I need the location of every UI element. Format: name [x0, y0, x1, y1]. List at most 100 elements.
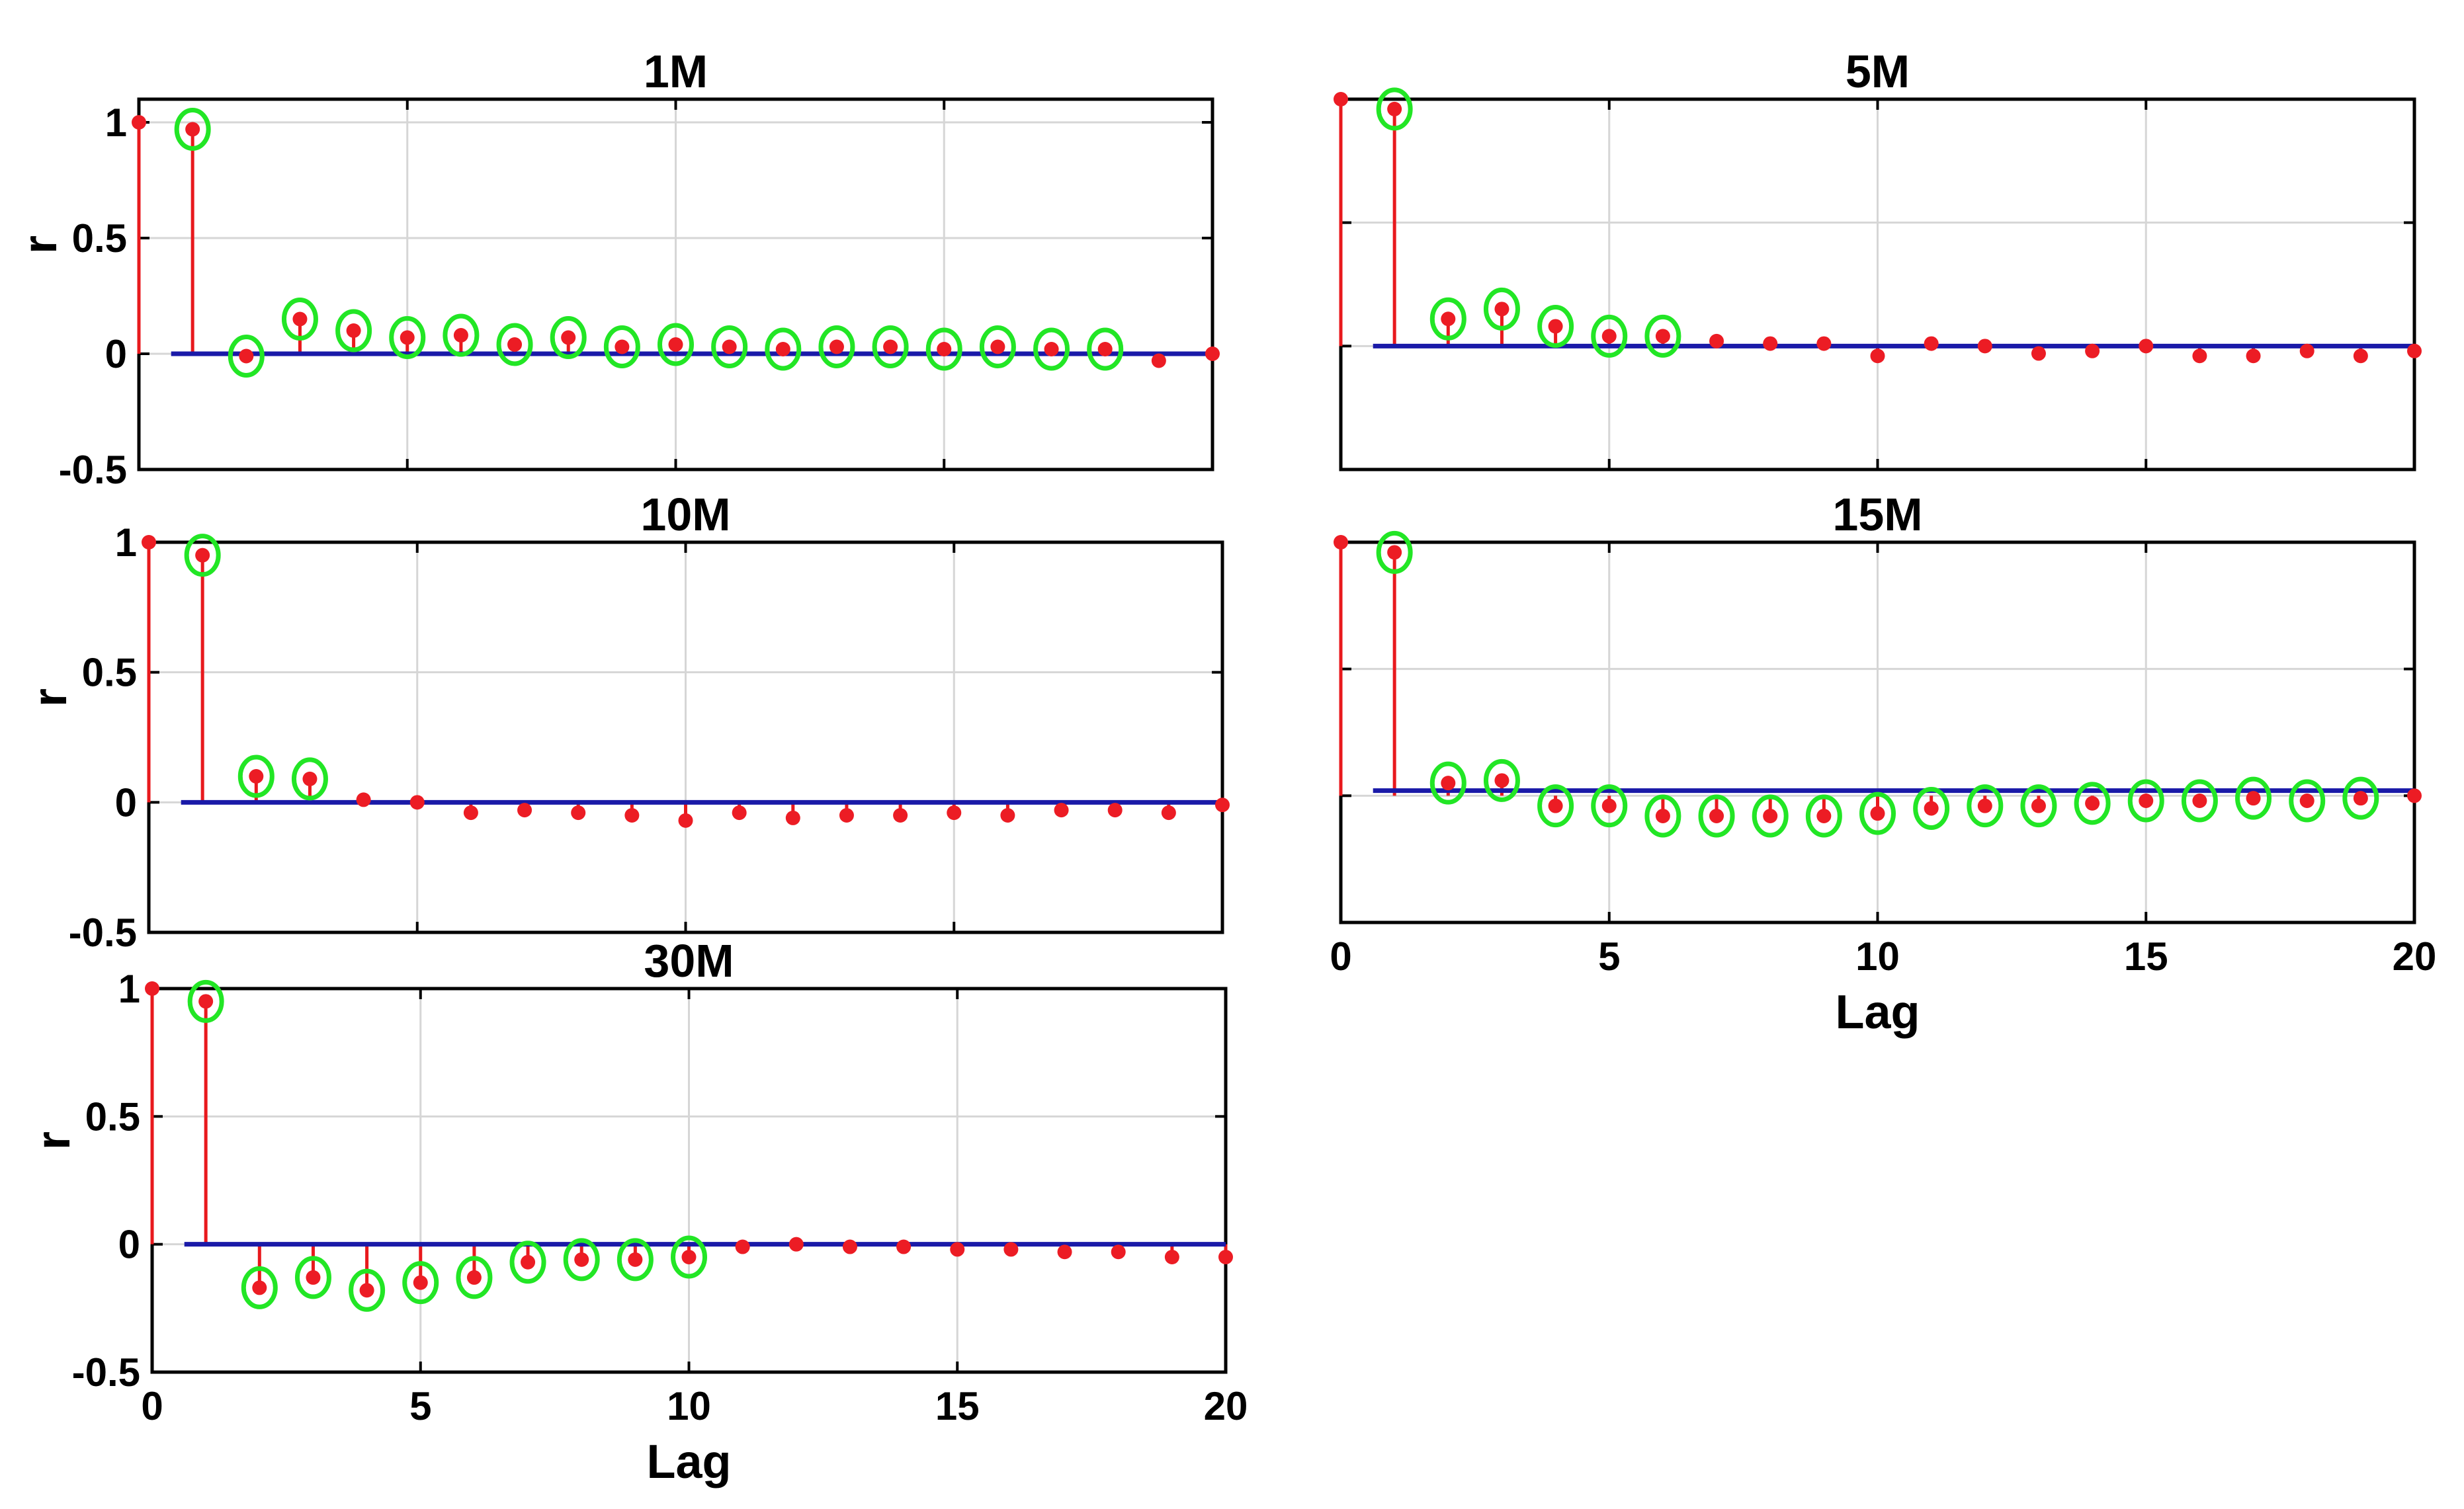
acf-point: [1763, 809, 1778, 823]
highlight-ring: [765, 327, 802, 371]
acf-point: [1601, 329, 1617, 344]
acf-point: [681, 1250, 697, 1264]
acf-point: [839, 808, 854, 823]
chart-panel-15m: 0 5 10 15 20 15M Lag: [1330, 489, 2436, 1039]
highlight-ring: [335, 309, 372, 352]
y-axis-label: r: [24, 688, 77, 707]
x-tick-label: 5: [1598, 934, 1620, 979]
acf-point: [1215, 797, 1230, 813]
acf-point: [346, 323, 361, 338]
acf-point: [1816, 336, 1832, 351]
panel-title: 1M: [644, 46, 708, 97]
y-tick-label: 0: [115, 780, 137, 825]
highlight-ring: [2289, 779, 2326, 823]
x-tick-label: 10: [1855, 934, 1900, 979]
highlight-ring: [925, 327, 962, 371]
acf-point: [896, 1239, 912, 1254]
highlight-ring: [1644, 794, 1681, 838]
highlight-ring: [187, 979, 224, 1023]
acf-point: [990, 339, 1005, 354]
highlight-ring: [2181, 779, 2218, 823]
x-axis-label: Lag: [1835, 986, 1920, 1039]
highlight-ring: [563, 1238, 600, 1282]
acf-point: [2246, 348, 2261, 364]
y-tick-label: 0.5: [85, 1094, 140, 1139]
acf-point: [1494, 773, 1509, 788]
acf-point: [883, 339, 898, 354]
acf-point: [239, 348, 254, 364]
highlight-ring: [241, 1266, 278, 1309]
acf-point: [2246, 791, 2261, 806]
acf-point: [1709, 809, 1724, 823]
acf-point: [732, 805, 747, 821]
acf-point: [628, 1252, 643, 1267]
x-tick-label: 10: [667, 1384, 711, 1428]
highlight-ring: [2020, 784, 2057, 828]
y-tick-label: -0.5: [72, 1350, 140, 1395]
y-tick-label: 0.5: [82, 651, 137, 695]
acf-point: [413, 1275, 428, 1290]
highlight-ring: [456, 1256, 493, 1299]
acf-point: [574, 1252, 589, 1267]
acf-point: [2139, 794, 2154, 808]
x-tick-label: 5: [409, 1384, 431, 1428]
highlight-ring: [1537, 304, 1574, 348]
highlight-ring: [174, 108, 211, 151]
acf-point: [517, 803, 532, 818]
acf-point: [2407, 343, 2422, 358]
acf-point: [1924, 336, 1939, 351]
acf-point: [842, 1239, 857, 1254]
highlight-ring: [1591, 314, 1628, 358]
y-tick-label: -0.5: [59, 448, 127, 492]
chart-panel-1m: 1 0.5 0 -0.5 1M r: [14, 46, 1220, 492]
highlight-ring: [402, 1261, 439, 1305]
acf-point: [735, 1239, 750, 1254]
acf-point: [185, 122, 200, 137]
acf-point: [195, 548, 210, 563]
highlight-ring: [603, 325, 640, 368]
acf-point: [1218, 1250, 1233, 1264]
x-tick-label: 20: [1204, 1384, 1248, 1428]
acf-point: [1924, 801, 1939, 816]
chart-panel-5m: 5M: [1334, 46, 2422, 471]
highlight-ring: [1537, 784, 1574, 828]
highlight-ring: [1698, 794, 1735, 838]
acf-point: [1151, 353, 1166, 368]
acf-point: [1709, 333, 1724, 348]
highlight-ring: [1033, 327, 1070, 371]
acf-point: [775, 342, 790, 356]
acf-point: [1111, 1244, 1126, 1260]
acf-point: [1003, 1242, 1019, 1257]
acf-point: [1870, 806, 1885, 821]
acf-point: [1334, 92, 1348, 106]
acf-point: [1763, 336, 1778, 351]
highlight-ring: [658, 323, 694, 366]
acf-point: [2192, 794, 2207, 808]
y-tick-label: 1: [115, 520, 137, 565]
acf-point: [1387, 545, 1402, 560]
acf-point: [788, 1237, 804, 1252]
acf-point: [453, 328, 468, 343]
acf-point: [722, 339, 737, 354]
acf-point: [829, 339, 844, 354]
highlight-ring: [389, 316, 426, 359]
acf-point: [1387, 101, 1402, 116]
highlight-ring: [818, 325, 855, 368]
acf-point: [2407, 788, 2422, 803]
highlight-ring: [1429, 297, 1466, 341]
highlight-ring: [671, 1235, 707, 1279]
chart-panel-10m: 1 0.5 0 -0.5 10M r: [24, 489, 1230, 955]
acf-point: [2031, 798, 2046, 813]
acf-point: [463, 805, 478, 821]
highlight-ring: [1913, 787, 1950, 830]
panel-title: 15M: [1832, 489, 1922, 540]
acf-point: [1977, 339, 1992, 354]
acf-point: [1441, 776, 1456, 791]
highlight-ring: [184, 534, 221, 577]
acf-point: [1441, 311, 1456, 327]
acf-point: [2139, 339, 2154, 354]
acf-point: [1601, 798, 1617, 813]
highlight-ring: [2074, 782, 2111, 825]
highlight-ring: [872, 325, 909, 368]
